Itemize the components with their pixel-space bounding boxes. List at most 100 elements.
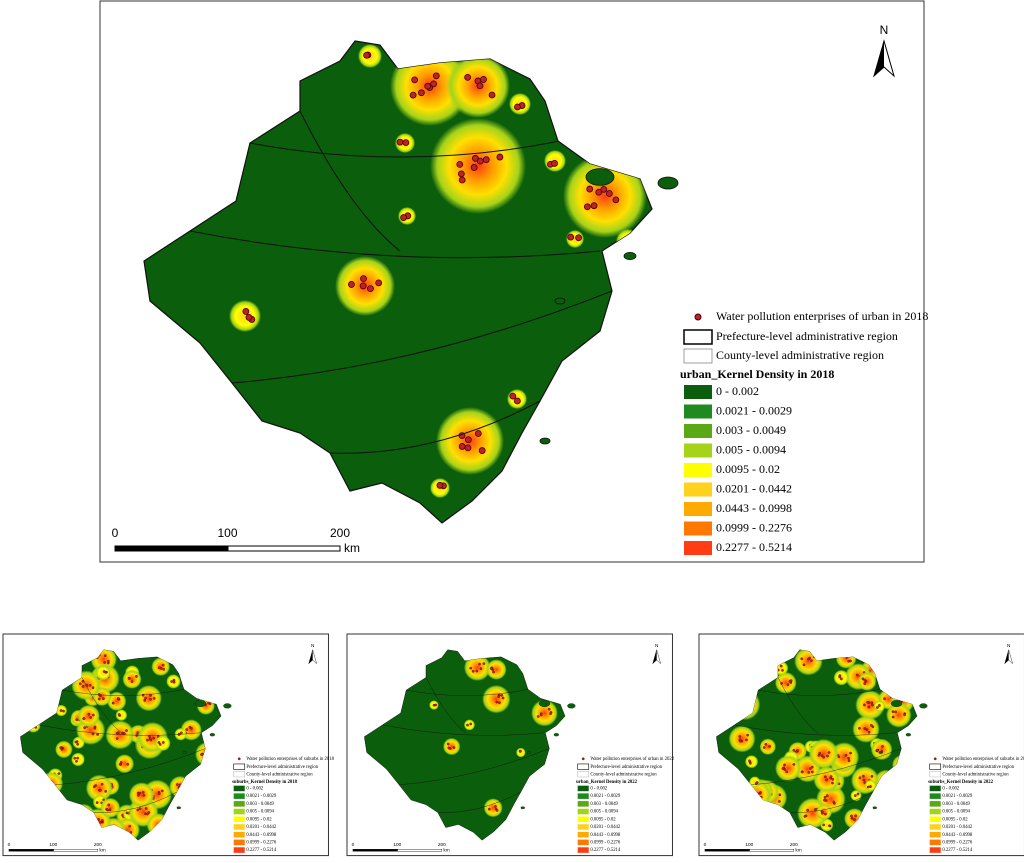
legend-label: 0.005 - 0.0094 <box>246 810 274 815</box>
enterprise-point <box>464 73 472 81</box>
prefecture-boundary <box>382 724 545 736</box>
enterprise-point <box>102 670 106 673</box>
legend-label: 0.0999 - 0.2276 <box>942 840 973 845</box>
enterprise-point <box>141 790 145 794</box>
legend-label: 0.003 - 0.0049 <box>590 802 618 807</box>
enterprise-point <box>818 751 822 755</box>
scale-bar <box>8 849 54 852</box>
legend-label: 0.2277 - 0.5214 <box>590 848 621 853</box>
enterprise-point <box>858 776 862 780</box>
enterprise-point <box>476 82 484 90</box>
legend-label: 0.0201 - 0.0442 <box>942 825 973 830</box>
legend-swatch <box>233 785 245 792</box>
enterprise-point <box>76 742 79 746</box>
enterprise-point <box>128 824 132 828</box>
enterprise-point <box>170 680 173 683</box>
island <box>209 733 215 737</box>
enterprise-point <box>488 91 496 99</box>
enterprise-point <box>97 697 101 701</box>
map-panel: N Water pollution enterprises of suburbs … <box>2 633 335 857</box>
scale-label: 100 <box>217 526 237 540</box>
legend-title: urban_Kernel Density in 2022 <box>576 780 638 785</box>
enterprise-point <box>138 807 142 811</box>
hotspot <box>463 719 475 731</box>
scale-label: 100 <box>49 842 57 848</box>
scale-unit: km <box>344 541 360 555</box>
legend-swatch <box>577 808 589 815</box>
enterprise-point <box>823 775 827 779</box>
enterprise-point <box>471 669 475 673</box>
enterprise-point <box>482 662 486 666</box>
prefecture-boundary <box>249 140 561 158</box>
enterprise-point <box>745 738 748 742</box>
map-panel: N Water pollution enterprises of urban in… <box>346 633 675 857</box>
north-arrow-fill <box>652 649 657 664</box>
prefecture-boundary <box>189 230 601 259</box>
enterprise-point <box>595 188 603 196</box>
enterprise-point <box>464 436 472 444</box>
enterprise-point <box>778 800 781 803</box>
legend-swatch <box>684 463 712 477</box>
enterprise-point <box>162 668 166 671</box>
scale-label: 200 <box>330 526 350 540</box>
enterprise-point <box>175 783 179 786</box>
legend-swatch <box>929 816 941 823</box>
legend-label: 0.0999 - 0.2276 <box>590 840 621 845</box>
legend-label: 0.2277 - 0.5214 <box>716 540 792 554</box>
hotspot <box>808 738 839 770</box>
enterprise-point <box>590 202 598 210</box>
legend-swatch <box>684 541 712 555</box>
enterprise-point <box>779 664 783 668</box>
hotspot <box>442 737 461 756</box>
legend-label: Water pollution enterprises of urban in … <box>590 757 674 762</box>
legend-label: 0.003 - 0.0049 <box>246 802 274 807</box>
legend-swatch <box>929 847 941 853</box>
island <box>623 251 637 260</box>
legend-point <box>237 757 241 761</box>
island <box>657 176 679 190</box>
prefecture-boundary <box>758 689 881 696</box>
enterprise-point <box>136 808 140 812</box>
enterprise-point <box>867 730 871 734</box>
scale-bar <box>749 849 794 852</box>
enterprise-point <box>400 214 408 221</box>
enterprise-point <box>478 447 486 454</box>
enterprise-point <box>87 712 91 716</box>
legend-swatch <box>233 831 245 838</box>
enterprise-point <box>853 794 857 797</box>
enterprise-point <box>74 740 78 744</box>
enterprise-point <box>129 831 133 834</box>
hotspot <box>100 797 121 818</box>
enterprise-point <box>883 697 886 701</box>
enterprise-point <box>800 657 804 661</box>
enterprise-point <box>127 676 131 680</box>
enterprise-point <box>99 789 102 792</box>
enterprise-point <box>838 674 842 677</box>
enterprise-point <box>891 715 895 719</box>
legend-swatch <box>577 771 589 778</box>
enterprise-point <box>866 700 869 704</box>
enterprise-point <box>810 765 814 769</box>
enterprise-point <box>104 790 108 793</box>
scale-label: 0 <box>704 842 707 848</box>
scale-bar <box>114 545 229 552</box>
prefecture-boundary <box>93 791 177 813</box>
legend-label: 0.0999 - 0.2276 <box>246 840 277 845</box>
enterprise-point <box>135 675 138 678</box>
prefecture-boundary <box>751 748 902 786</box>
enterprise-point <box>863 703 866 707</box>
enterprise-point <box>138 791 142 795</box>
hotspot <box>95 664 111 681</box>
enterprise-point <box>781 767 785 770</box>
enterprise-point <box>858 726 861 730</box>
legend-label: Prefecture-level administrative region <box>246 765 318 770</box>
legend-label: Prefecture-level administrative region <box>590 765 662 770</box>
legend-swatch <box>233 808 245 815</box>
enterprise-point <box>759 791 762 794</box>
enterprise-point <box>474 430 482 437</box>
enterprise-point <box>103 661 106 664</box>
enterprise-point <box>464 444 472 452</box>
hotspot <box>815 803 833 821</box>
enterprise-point <box>396 138 404 146</box>
legend-label: 0.0021 - 0.0029 <box>246 794 277 799</box>
